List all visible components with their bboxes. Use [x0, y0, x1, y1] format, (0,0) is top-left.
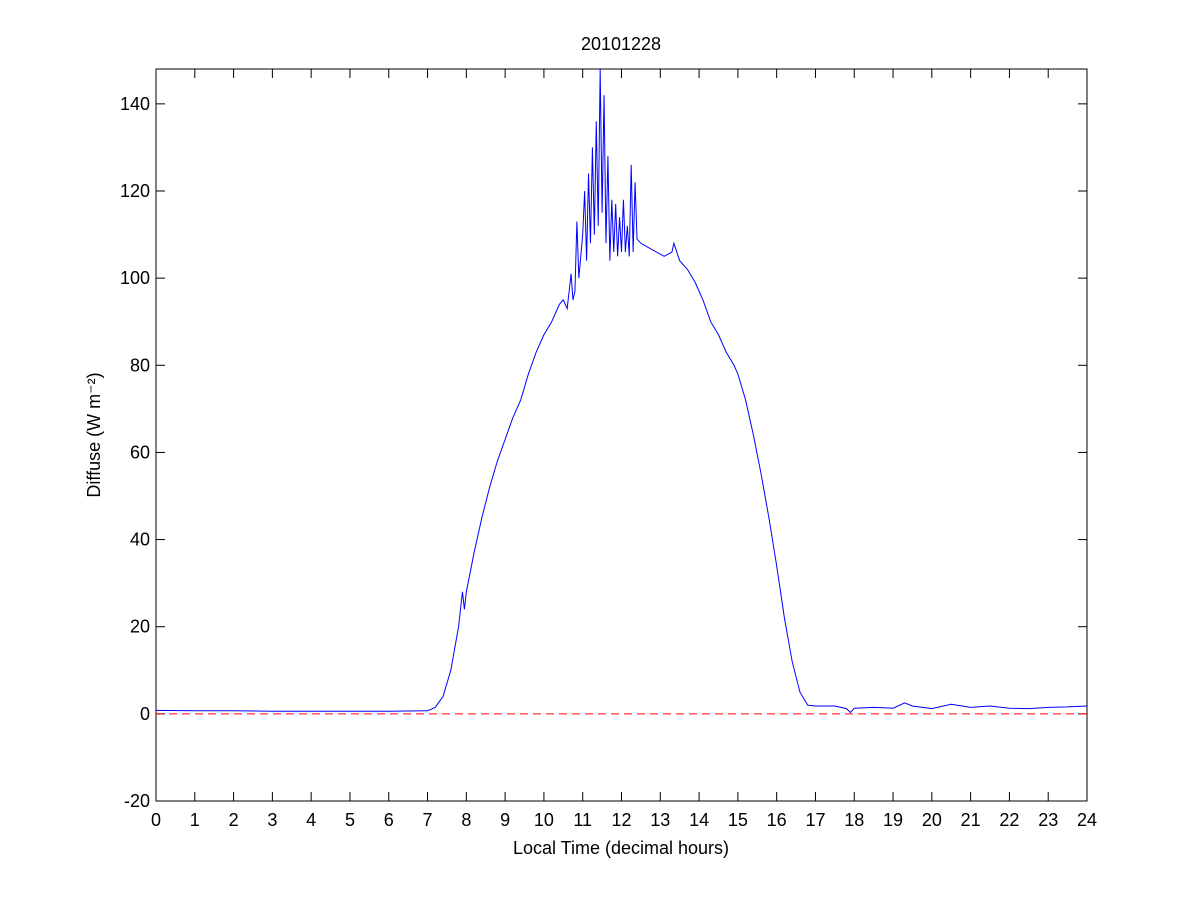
y-tick-label: 40 [130, 530, 150, 550]
x-tick-label: 11 [573, 810, 592, 830]
x-axis-label: Local Time (decimal hours) [513, 838, 729, 858]
x-tick-label: 3 [267, 810, 277, 830]
x-tick-label: 19 [883, 810, 903, 830]
x-tick-label: 16 [767, 810, 787, 830]
x-tick-label: 4 [306, 810, 316, 830]
x-tick-label: 2 [229, 810, 239, 830]
x-tick-label: 14 [689, 810, 709, 830]
x-tick-label: 23 [1038, 810, 1058, 830]
chart-title: 20101228 [581, 34, 661, 54]
x-tick-label: 10 [534, 810, 554, 830]
y-axis-label: Diffuse (W m⁻²) [84, 372, 104, 497]
x-tick-label: 13 [650, 810, 670, 830]
y-tick-label: 120 [120, 181, 150, 201]
x-tick-label: 22 [999, 810, 1019, 830]
x-tick-label: 0 [151, 810, 161, 830]
x-tick-label: 5 [345, 810, 355, 830]
x-tick-label: 24 [1077, 810, 1097, 830]
y-tick-label: 20 [130, 617, 150, 637]
y-tick-label: 60 [130, 442, 150, 462]
y-tick-label: 80 [130, 355, 150, 375]
x-tick-label: 8 [461, 810, 471, 830]
data-line [155, 68, 1088, 714]
x-tick-label: 17 [805, 810, 825, 830]
y-tick-label: 0 [140, 704, 150, 724]
x-tick-label: 7 [423, 810, 433, 830]
x-tick-label: 12 [611, 810, 631, 830]
x-tick-label: 1 [190, 810, 200, 830]
x-tick-label: 6 [384, 810, 394, 830]
y-tick-label: 100 [120, 268, 150, 288]
y-tick-label: -20 [124, 791, 150, 811]
x-tick-label: 15 [728, 810, 748, 830]
x-tick-label: 20 [922, 810, 942, 830]
y-tick-label: 140 [120, 94, 150, 114]
x-tick-label: 9 [500, 810, 510, 830]
x-tick-label: 21 [961, 810, 981, 830]
x-tick-label: 18 [844, 810, 864, 830]
